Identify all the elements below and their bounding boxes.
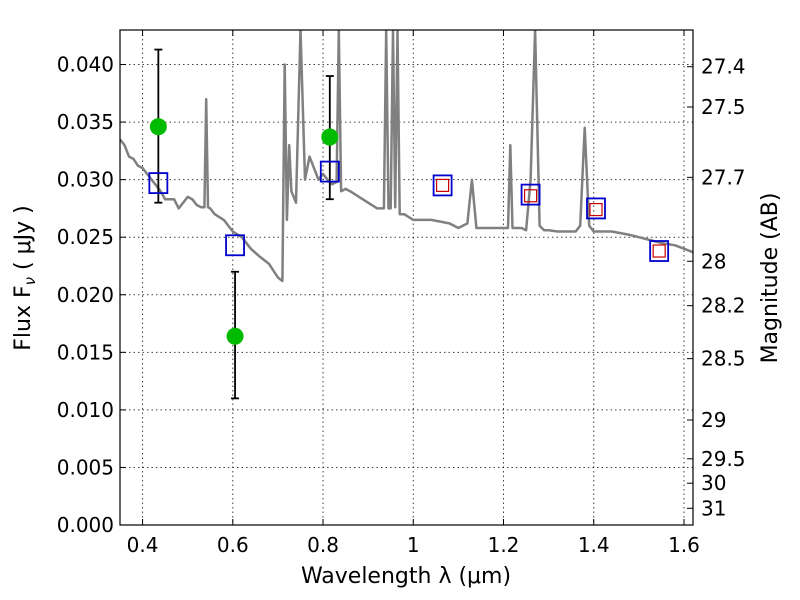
y-tick-label: 0.005	[57, 455, 114, 479]
y-axis-title-main: Flux F	[11, 285, 36, 350]
right-tick-label: 28	[701, 249, 726, 273]
model-square	[432, 174, 453, 197]
y-axis-title-sub: ν	[21, 277, 39, 285]
labels-layer: 0.4 0.6 0.8 1 1.2 1.4 1.6 0.000 0.005 0.010 0.015 0…	[57, 53, 746, 557]
right-tick-label: 27.5	[701, 95, 746, 119]
right-tick-label: 29.5	[701, 447, 746, 471]
observed-point	[321, 128, 339, 146]
points-layer	[148, 118, 670, 345]
y-tick-label: 0.000	[57, 513, 114, 537]
model-square	[319, 160, 340, 183]
y-tick-label: 0.030	[57, 168, 114, 192]
model-square	[225, 234, 245, 257]
right-tick-label: 28.5	[701, 347, 746, 371]
right-tick-label: 28.2	[701, 294, 746, 318]
plot-frame	[119, 29, 694, 526]
y-axis-title-units: ( μJy )	[11, 205, 36, 277]
model-inner-square	[523, 189, 538, 203]
observed-point	[226, 327, 244, 345]
model-inner-square	[652, 244, 666, 258]
y-tick-label: 0.025	[57, 225, 114, 249]
x-axis-title: Wavelength λ (μm)	[301, 564, 511, 589]
y-tick-label: 0.035	[57, 110, 114, 134]
x-tick-label: 0.4	[127, 533, 159, 557]
x-tick-label: 0.6	[217, 533, 249, 557]
x-tick-label: 1	[407, 533, 420, 557]
y-axis-title: Flux Fν ( μJy )	[11, 205, 39, 350]
ticks-layer	[120, 30, 693, 526]
y-tick-label: 0.010	[57, 398, 114, 422]
spectrum-layer	[120, 30, 693, 283]
x-tick-label: 1.2	[488, 533, 520, 557]
model-inner-square	[589, 202, 603, 217]
right-tick-label: 30	[701, 471, 726, 495]
right-tick-label: 27.7	[701, 165, 746, 189]
model-inner-square	[435, 178, 450, 193]
right-tick-label: 27.4	[701, 55, 746, 79]
x-tick-label: 1.4	[578, 533, 610, 557]
y-tick-label: 0.020	[57, 283, 114, 307]
x-tick-label: 0.8	[307, 533, 339, 557]
right-tick-label: 29	[701, 408, 726, 432]
y-tick-label: 0.040	[57, 53, 114, 77]
model-square	[649, 240, 670, 262]
x-tick-label: 1.6	[668, 533, 700, 557]
right-tick-label: 31	[701, 496, 726, 520]
model-square	[148, 172, 169, 195]
right-axis-title: Magnitude (AB)	[758, 193, 783, 364]
grid-layer	[120, 30, 693, 525]
spectrum-line	[120, 30, 693, 283]
observed-point	[149, 118, 167, 136]
model-square	[586, 197, 606, 220]
y-tick-label: 0.015	[57, 340, 114, 364]
plot-background	[120, 30, 693, 525]
model-square	[520, 183, 541, 206]
